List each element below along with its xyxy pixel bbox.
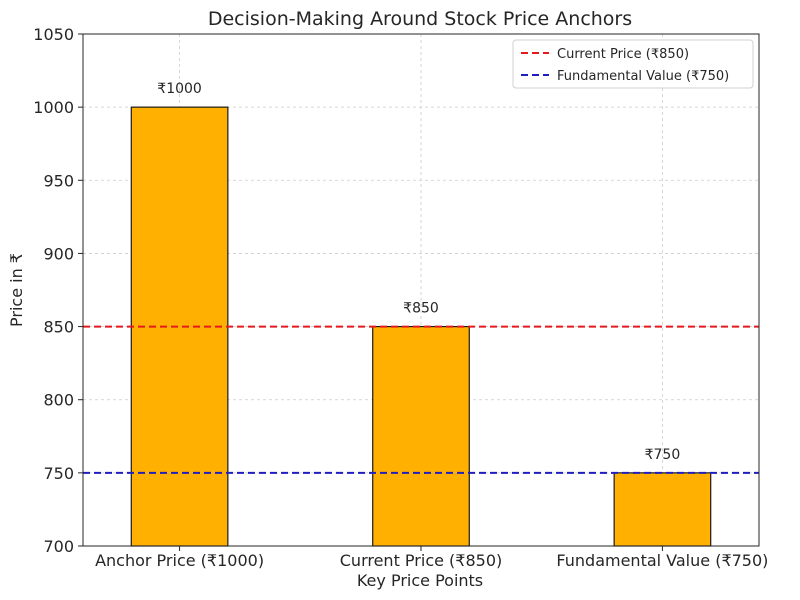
y-tick-label: 1000: [33, 98, 74, 117]
x-tick-label: Fundamental Value (₹750): [556, 551, 768, 570]
bars: [130, 106, 712, 547]
x-tick-label: Anchor Price (₹1000): [95, 551, 264, 570]
reference-lines: [83, 325, 759, 474]
bar: [613, 472, 712, 547]
y-tick-label: 1050: [33, 25, 74, 44]
bar: [372, 325, 470, 547]
bar-labels: ₹1000 ₹850 ₹750: [157, 81, 680, 463]
y-tick-label: 900: [43, 244, 74, 263]
legend-box: [512, 39, 754, 89]
x-ticks: Anchor Price (₹1000) Current Price (₹850)…: [95, 546, 768, 570]
bar-value-label: ₹1000: [157, 81, 202, 97]
x-tick-label: Current Price (₹850): [340, 551, 503, 570]
y-tick-label: 700: [43, 537, 74, 556]
y-tick-label: 800: [43, 391, 74, 410]
legend: Current Price (₹850) Fundamental Value (₹…: [512, 39, 754, 89]
bar: [130, 106, 229, 547]
y-tick-label: 850: [43, 318, 74, 337]
y-tick-label: 950: [43, 171, 74, 190]
chart-title: Decision-Making Around Stock Price Ancho…: [208, 8, 632, 30]
legend-entry-label: Current Price (₹850): [557, 47, 689, 62]
y-ticks: 700 750 800 850 900 950 1000 1050: [33, 25, 83, 556]
legend-entry-label: Fundamental Value (₹750): [557, 69, 729, 84]
bar-value-label: ₹750: [645, 447, 681, 463]
bar-value-label: ₹850: [403, 301, 439, 317]
y-tick-label: 750: [43, 464, 74, 483]
y-axis-label: Price in ₹: [7, 253, 26, 327]
x-axis-label: Key Price Points: [357, 571, 483, 590]
